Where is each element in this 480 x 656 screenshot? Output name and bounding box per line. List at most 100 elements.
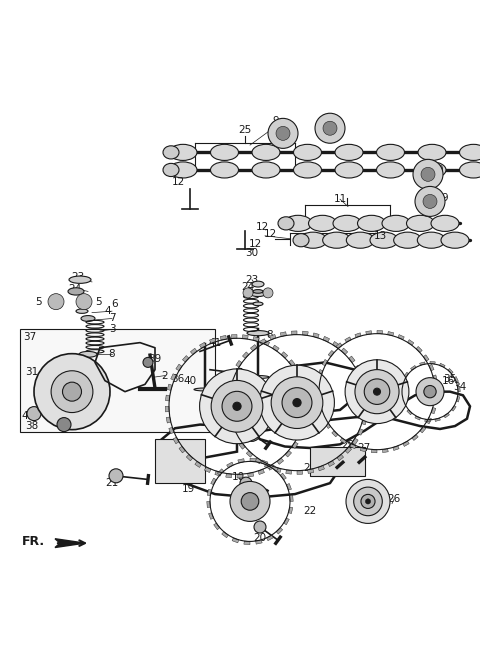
- Text: 10: 10: [231, 472, 245, 482]
- Polygon shape: [425, 419, 430, 422]
- Text: 32: 32: [231, 430, 245, 441]
- Polygon shape: [348, 356, 355, 363]
- Circle shape: [364, 379, 390, 404]
- Polygon shape: [226, 392, 230, 398]
- Polygon shape: [400, 381, 404, 387]
- Polygon shape: [337, 455, 344, 461]
- Text: 20: 20: [253, 533, 266, 543]
- Ellipse shape: [335, 144, 363, 161]
- Text: 21: 21: [106, 478, 119, 488]
- Ellipse shape: [79, 352, 97, 358]
- Text: 38: 38: [25, 421, 38, 431]
- Ellipse shape: [293, 162, 322, 178]
- Polygon shape: [179, 446, 185, 453]
- Circle shape: [48, 294, 64, 310]
- Circle shape: [76, 294, 92, 310]
- Circle shape: [143, 358, 153, 367]
- Polygon shape: [266, 535, 273, 541]
- Polygon shape: [345, 337, 351, 342]
- Circle shape: [421, 167, 435, 181]
- Polygon shape: [211, 478, 216, 485]
- Ellipse shape: [194, 388, 216, 391]
- Ellipse shape: [394, 232, 421, 248]
- Ellipse shape: [417, 232, 445, 248]
- Polygon shape: [226, 474, 232, 478]
- Polygon shape: [246, 451, 253, 457]
- Text: 12: 12: [171, 176, 185, 187]
- Polygon shape: [236, 360, 242, 367]
- Circle shape: [57, 418, 71, 432]
- Polygon shape: [431, 407, 436, 414]
- Ellipse shape: [376, 144, 405, 161]
- Polygon shape: [255, 458, 262, 464]
- Polygon shape: [365, 397, 369, 403]
- Polygon shape: [456, 396, 460, 402]
- Text: 19: 19: [181, 484, 194, 494]
- Text: FR.: FR.: [22, 535, 45, 548]
- Polygon shape: [268, 464, 275, 470]
- Circle shape: [254, 521, 266, 533]
- Circle shape: [268, 118, 298, 148]
- Ellipse shape: [333, 215, 361, 232]
- Bar: [20, 329, 215, 432]
- Polygon shape: [55, 539, 85, 548]
- Ellipse shape: [376, 162, 405, 178]
- Text: 34: 34: [454, 382, 467, 392]
- Text: 3: 3: [108, 325, 115, 335]
- Text: 12: 12: [255, 222, 269, 232]
- Polygon shape: [398, 335, 404, 340]
- Polygon shape: [372, 449, 377, 453]
- Text: 24: 24: [68, 284, 82, 295]
- Text: 18: 18: [303, 389, 317, 399]
- Polygon shape: [350, 443, 356, 449]
- Circle shape: [51, 371, 93, 413]
- Circle shape: [200, 369, 275, 443]
- Circle shape: [230, 482, 270, 522]
- Polygon shape: [239, 443, 245, 449]
- Polygon shape: [225, 403, 229, 408]
- Polygon shape: [264, 463, 271, 469]
- Text: 14: 14: [276, 420, 288, 430]
- Text: 9: 9: [442, 193, 448, 203]
- Ellipse shape: [459, 162, 480, 178]
- FancyBboxPatch shape: [155, 440, 205, 483]
- Polygon shape: [281, 352, 288, 358]
- Polygon shape: [308, 469, 314, 474]
- Polygon shape: [280, 332, 287, 337]
- Ellipse shape: [299, 232, 327, 248]
- Circle shape: [276, 127, 290, 140]
- Text: 28: 28: [303, 464, 317, 474]
- Polygon shape: [200, 342, 206, 348]
- Text: 6: 6: [112, 299, 118, 309]
- Polygon shape: [416, 346, 422, 352]
- Text: 4: 4: [105, 306, 111, 316]
- Polygon shape: [207, 489, 212, 496]
- Polygon shape: [210, 338, 216, 344]
- Polygon shape: [207, 501, 210, 508]
- Polygon shape: [227, 380, 232, 387]
- Polygon shape: [361, 419, 367, 425]
- Text: 15: 15: [353, 386, 367, 397]
- Polygon shape: [298, 432, 303, 439]
- Text: 41: 41: [208, 338, 222, 348]
- Ellipse shape: [81, 316, 95, 321]
- Polygon shape: [232, 538, 239, 543]
- Polygon shape: [393, 445, 399, 451]
- Polygon shape: [208, 513, 214, 520]
- Ellipse shape: [431, 215, 459, 232]
- Ellipse shape: [358, 215, 385, 232]
- Ellipse shape: [163, 146, 179, 159]
- Polygon shape: [420, 362, 425, 365]
- Text: 40: 40: [183, 376, 197, 386]
- Ellipse shape: [459, 144, 480, 161]
- Circle shape: [241, 493, 259, 510]
- Polygon shape: [320, 413, 325, 419]
- Text: 43: 43: [22, 411, 35, 420]
- Ellipse shape: [252, 281, 264, 287]
- Circle shape: [109, 469, 123, 483]
- Polygon shape: [317, 402, 321, 409]
- Text: 13: 13: [373, 231, 386, 241]
- Text: 25: 25: [239, 125, 252, 135]
- Ellipse shape: [69, 276, 91, 283]
- Circle shape: [243, 288, 253, 298]
